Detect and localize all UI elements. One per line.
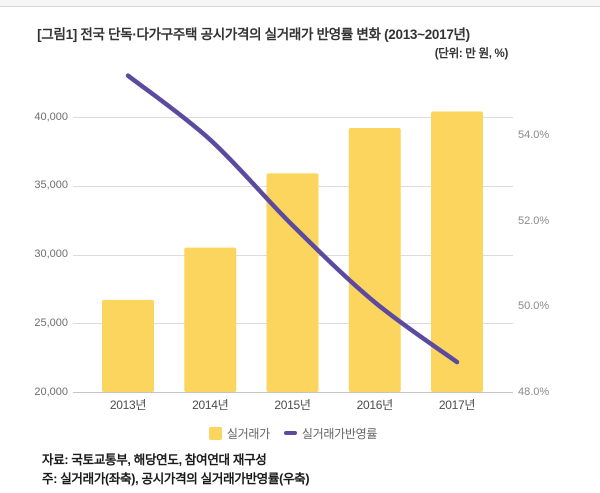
left-axis-tick-label: 20,000: [34, 385, 68, 398]
x-axis-tick-label: 2016년: [356, 398, 394, 412]
legend: 실거래가 실거래가반영률: [73, 424, 513, 442]
right-axis-tick-label: 48.0%: [518, 385, 550, 398]
bar-2013년[interactable]: [102, 299, 154, 392]
x-axis-tick-label: 2013년: [109, 398, 147, 412]
bar-2014년[interactable]: [184, 247, 237, 392]
chart-title: [그림1] 전국 단독·다가구주택 공시가격의 실거래가 반영률 변화 (201…: [37, 27, 470, 42]
legend-item-line[interactable]: 실거래가반영률: [283, 425, 378, 442]
source-text: 자료: 국토교통부, 해당연도, 참여연대 재구성: [42, 453, 267, 467]
note-text: 주: 실거래가(좌축), 공시가격의 실거래가반영률(우축): [42, 472, 310, 486]
bar-2016년[interactable]: [348, 128, 401, 392]
bar-series: [102, 111, 483, 393]
bar-2015년[interactable]: [266, 173, 319, 392]
right-axis-tick-label: 52.0%: [518, 214, 550, 227]
bar-swatch-icon: [208, 426, 222, 440]
left-axis-tick-label: 30,000: [34, 248, 68, 260]
plot-area: [73, 73, 513, 393]
x-axis-tick-label: 2015년: [274, 398, 311, 412]
right-axis-tick-label: 50.0%: [518, 300, 550, 312]
line-swatch-icon: [283, 431, 297, 435]
legend-item-label: 실거래가: [226, 426, 270, 441]
unit-label: (단위: 만 원, %): [434, 48, 509, 60]
x-axis-tick-label: 2017년: [438, 398, 476, 412]
legend-item-bar[interactable]: 실거래가: [208, 425, 270, 442]
left-axis-tick-label: 35,000: [34, 179, 68, 192]
trend-line[interactable]: [125, 73, 460, 365]
x-axis-tick-label: 2014년: [192, 398, 229, 412]
left-axis-tick-label: 25,000: [34, 316, 68, 329]
bar-2017년[interactable]: [431, 111, 483, 393]
legend-item-label: 실거래가반영률: [301, 426, 378, 441]
right-axis-tick-label: 54.0%: [518, 129, 550, 141]
left-axis-tick-label: 40,000: [34, 110, 68, 123]
top-border-rule: [0, 0, 600, 7]
